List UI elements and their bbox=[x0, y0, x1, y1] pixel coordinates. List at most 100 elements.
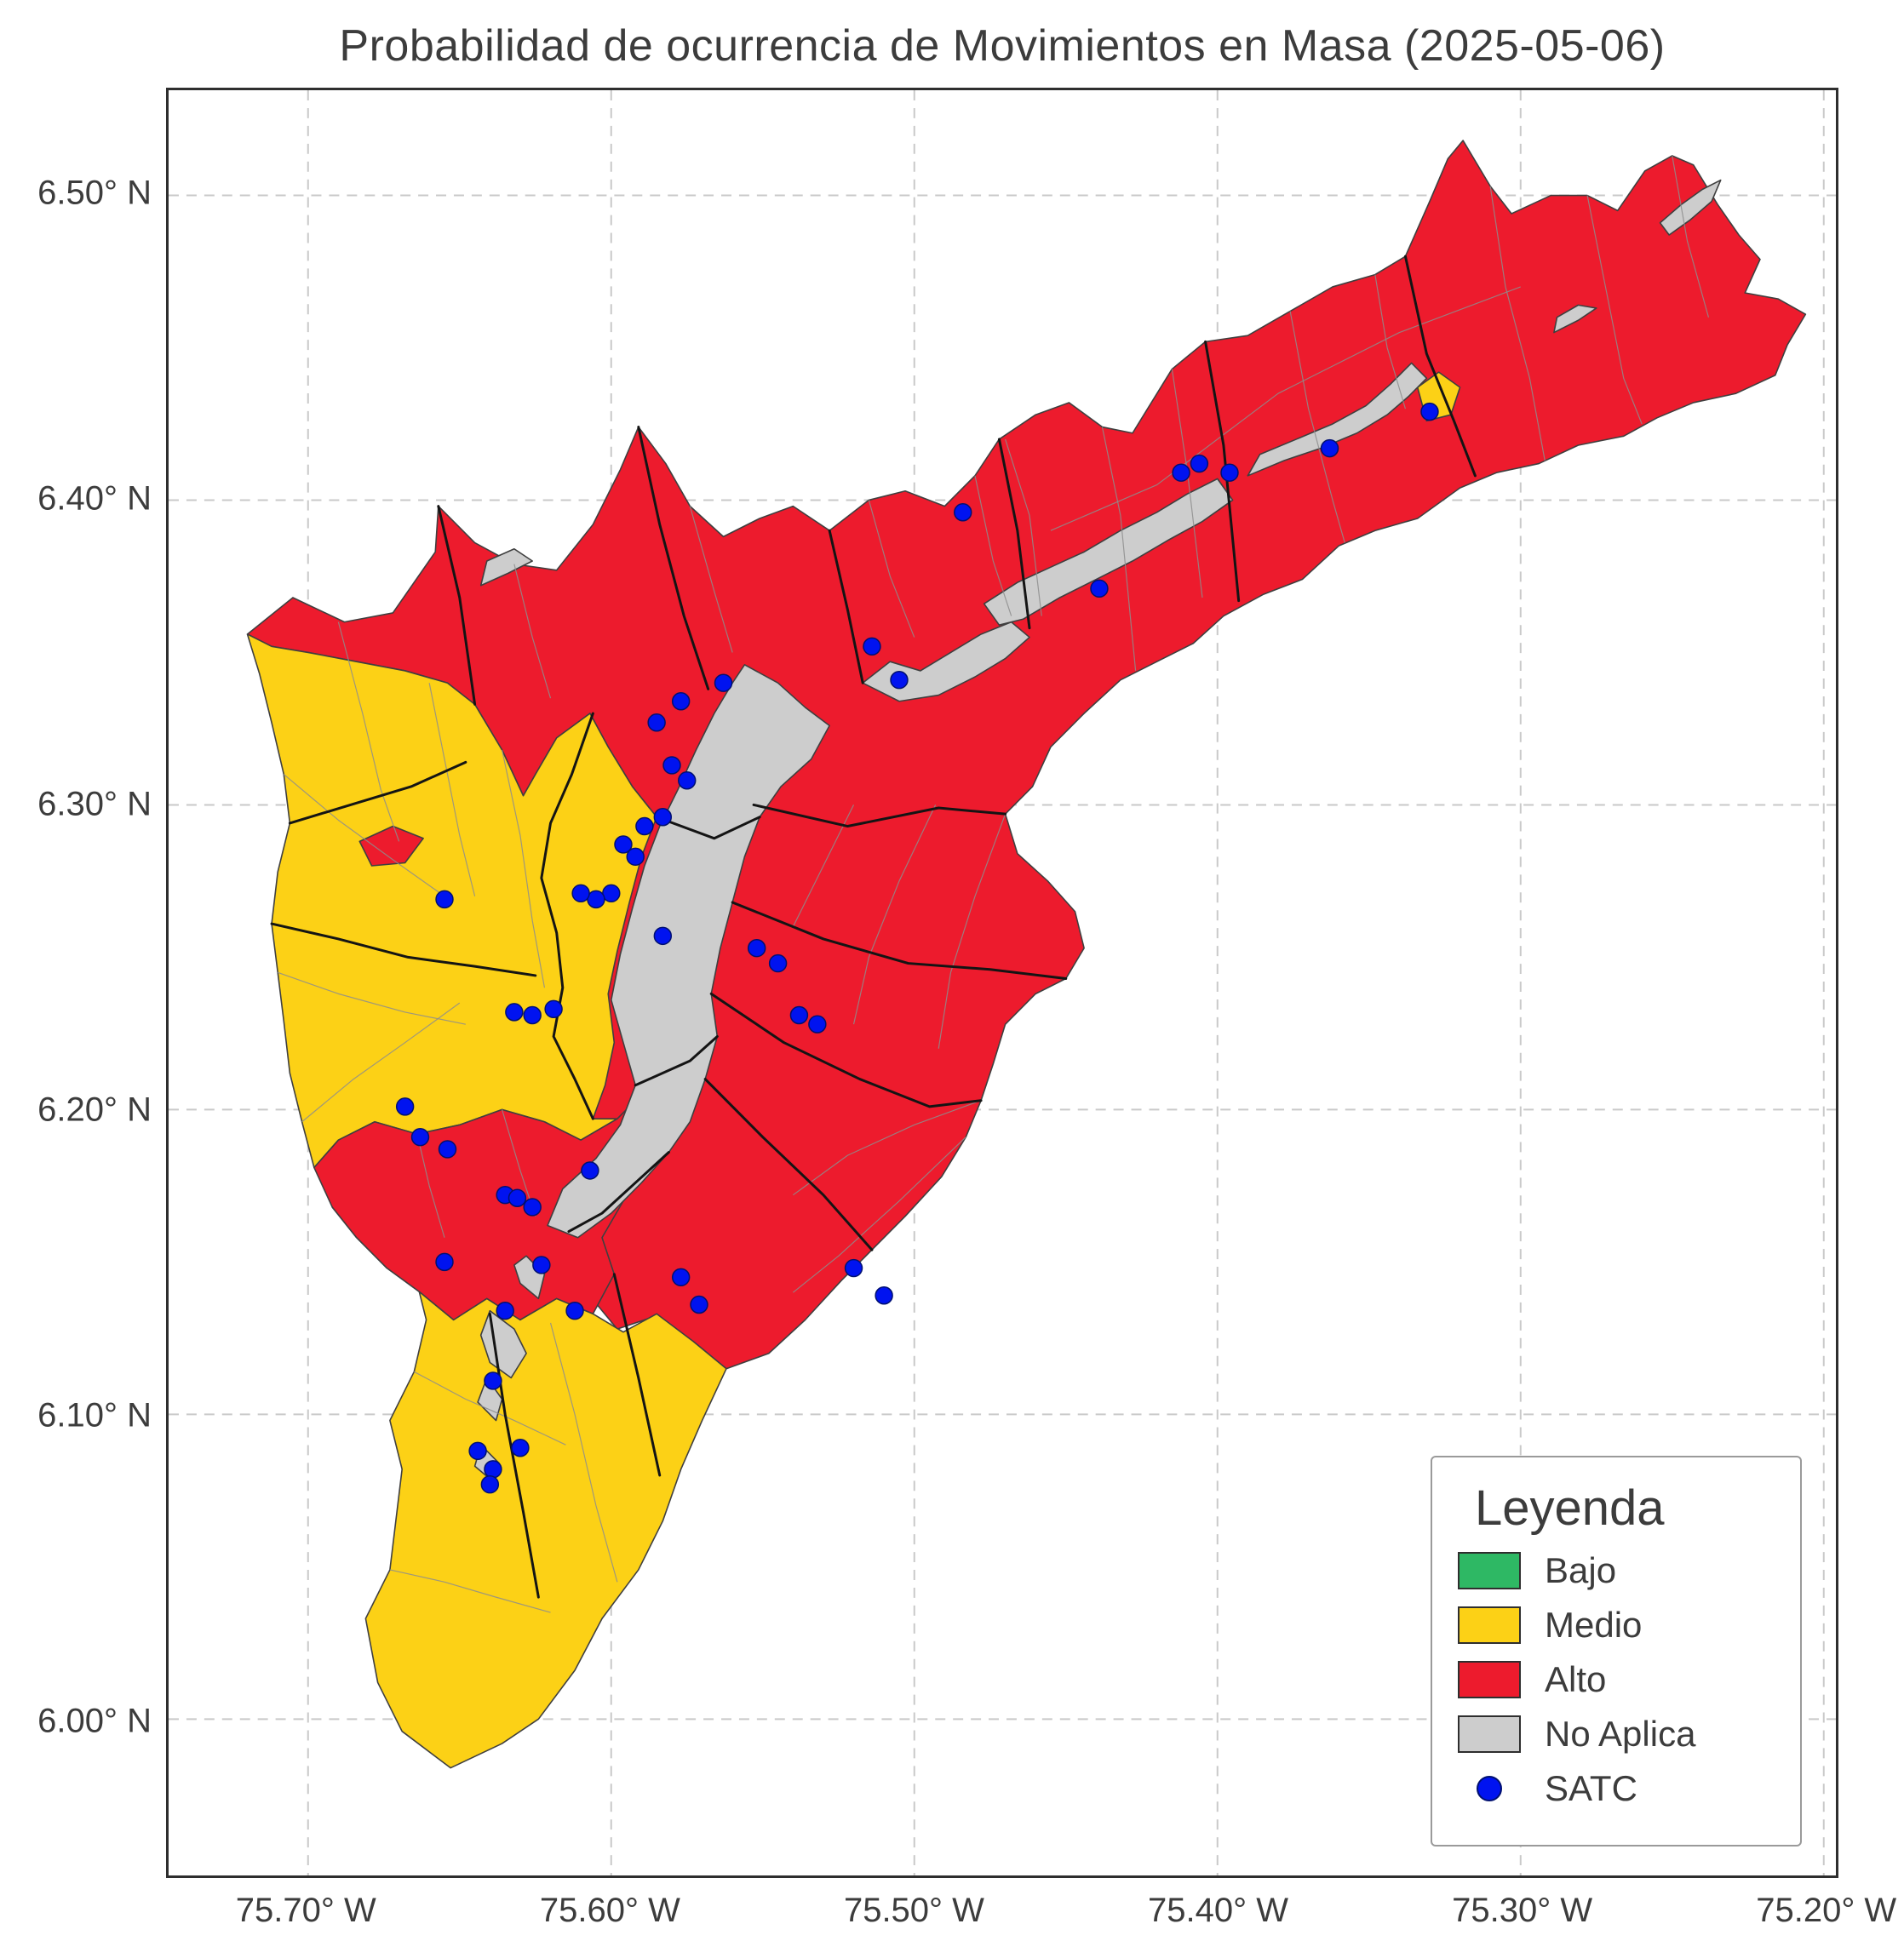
satc-point bbox=[678, 771, 697, 790]
minor-boundary bbox=[974, 475, 1012, 616]
satc-point bbox=[890, 670, 909, 690]
minor-boundary bbox=[428, 683, 476, 896]
municipal-boundary bbox=[703, 1078, 874, 1251]
minor-boundary bbox=[938, 813, 1006, 1049]
municipal-boundary bbox=[1204, 340, 1241, 603]
satc-point bbox=[1420, 402, 1439, 421]
municipal-boundary bbox=[655, 816, 761, 840]
satc-dot-icon bbox=[1477, 1776, 1502, 1801]
minor-boundary bbox=[1586, 195, 1643, 425]
minor-boundary bbox=[1374, 274, 1407, 409]
satc-point bbox=[1172, 463, 1190, 482]
region-alto-mancha-occidental bbox=[358, 825, 424, 867]
municipal-boundary bbox=[828, 529, 864, 684]
satc-point bbox=[602, 884, 621, 903]
legend: Leyenda Bajo Medio Alto No Aplica SATC bbox=[1431, 1456, 1802, 1847]
region-noaplica-valle-aburra bbox=[547, 663, 830, 1239]
minor-boundary bbox=[1050, 286, 1521, 531]
minor-boundary bbox=[792, 1137, 966, 1293]
municipal-boundary bbox=[1403, 255, 1477, 478]
municipal-boundary bbox=[567, 1151, 670, 1234]
y-tick-label: 6.30° N bbox=[37, 785, 152, 823]
legend-label: Alto bbox=[1545, 1659, 1607, 1699]
satc-point bbox=[511, 1439, 530, 1457]
x-tick-label: 75.60° W bbox=[539, 1892, 680, 1929]
region-noaplica-rio-5 bbox=[1553, 304, 1597, 334]
y-tick-label: 6.10° N bbox=[37, 1396, 152, 1434]
x-tick-label: 75.70° W bbox=[235, 1892, 376, 1929]
legend-swatch bbox=[1458, 1606, 1521, 1644]
municipal-boundary bbox=[731, 901, 1068, 981]
minor-boundary bbox=[278, 971, 466, 1025]
satc-point bbox=[587, 890, 605, 909]
satc-point bbox=[671, 692, 691, 711]
satc-point bbox=[532, 1256, 551, 1274]
minor-boundary bbox=[793, 1100, 982, 1196]
municipal-boundary bbox=[288, 760, 467, 825]
municipal-boundary bbox=[540, 712, 594, 1120]
satc-point bbox=[747, 938, 766, 958]
municipal-boundary bbox=[634, 1035, 719, 1087]
satc-point bbox=[1190, 454, 1209, 473]
municipal-boundary bbox=[709, 992, 983, 1108]
satc-point bbox=[626, 847, 645, 867]
satc-point bbox=[410, 1127, 430, 1147]
minor-boundary bbox=[1005, 438, 1042, 616]
satc-point bbox=[653, 926, 673, 946]
legend-dot-cell bbox=[1458, 1776, 1521, 1801]
municipal-boundary bbox=[997, 438, 1031, 630]
region-noaplica-noroccidente bbox=[479, 547, 533, 587]
minor-boundary bbox=[549, 1322, 618, 1583]
legend-item: SATC bbox=[1458, 1768, 1775, 1809]
satc-point bbox=[808, 1015, 827, 1033]
legend-label: Medio bbox=[1545, 1605, 1643, 1645]
satc-point bbox=[844, 1258, 863, 1278]
satc-point bbox=[505, 1003, 524, 1022]
minor-boundary bbox=[337, 621, 400, 842]
x-tick-label: 75.30° W bbox=[1452, 1892, 1593, 1929]
satc-point bbox=[789, 1005, 809, 1025]
satc-point bbox=[1090, 579, 1109, 598]
minor-boundary bbox=[689, 506, 733, 653]
y-tick-label: 6.20° N bbox=[37, 1091, 152, 1129]
legend-swatch bbox=[1458, 1552, 1521, 1589]
region-noaplica-sur-3 bbox=[477, 1377, 503, 1422]
municipal-boundary bbox=[437, 505, 477, 706]
satc-point bbox=[523, 1005, 542, 1025]
legend-item: Medio bbox=[1458, 1605, 1775, 1646]
satc-point bbox=[954, 503, 972, 522]
satc-point bbox=[438, 1140, 457, 1159]
y-tick-label: 6.40° N bbox=[37, 479, 152, 518]
satc-point bbox=[484, 1371, 502, 1390]
region-noaplica-rio-4 bbox=[1659, 179, 1722, 236]
satc-point bbox=[1320, 438, 1339, 458]
satc-point bbox=[863, 637, 881, 656]
satc-point bbox=[468, 1441, 487, 1461]
legend-item: No Aplica bbox=[1458, 1714, 1775, 1755]
satc-point bbox=[1220, 463, 1239, 482]
satc-point bbox=[647, 713, 666, 732]
satc-point bbox=[571, 884, 590, 903]
minor-boundary bbox=[852, 804, 937, 1025]
legend-label: No Aplica bbox=[1545, 1714, 1696, 1754]
map-canvas bbox=[169, 90, 1836, 1875]
y-tick-label: 6.00° N bbox=[37, 1702, 152, 1740]
minor-boundary bbox=[502, 749, 546, 988]
chart-title: Probabilidad de ocurrencia de Movimiento… bbox=[339, 21, 1666, 71]
satc-point bbox=[581, 1161, 599, 1180]
legend-item: Alto bbox=[1458, 1659, 1775, 1700]
municipal-boundary bbox=[612, 1273, 662, 1477]
satc-point bbox=[496, 1301, 514, 1320]
satc-point bbox=[484, 1460, 502, 1479]
legend-swatch bbox=[1458, 1661, 1521, 1698]
minor-boundary bbox=[416, 1133, 445, 1238]
satc-point bbox=[671, 1268, 691, 1287]
minor-boundary bbox=[868, 500, 915, 638]
legend-items: Bajo Medio Alto No Aplica SATC bbox=[1458, 1550, 1775, 1809]
x-tick-label: 75.40° W bbox=[1148, 1892, 1289, 1929]
legend-item: Bajo bbox=[1458, 1550, 1775, 1591]
minor-boundary bbox=[283, 774, 445, 897]
y-tick-label: 6.50° N bbox=[37, 174, 152, 212]
satc-point bbox=[523, 1198, 542, 1217]
